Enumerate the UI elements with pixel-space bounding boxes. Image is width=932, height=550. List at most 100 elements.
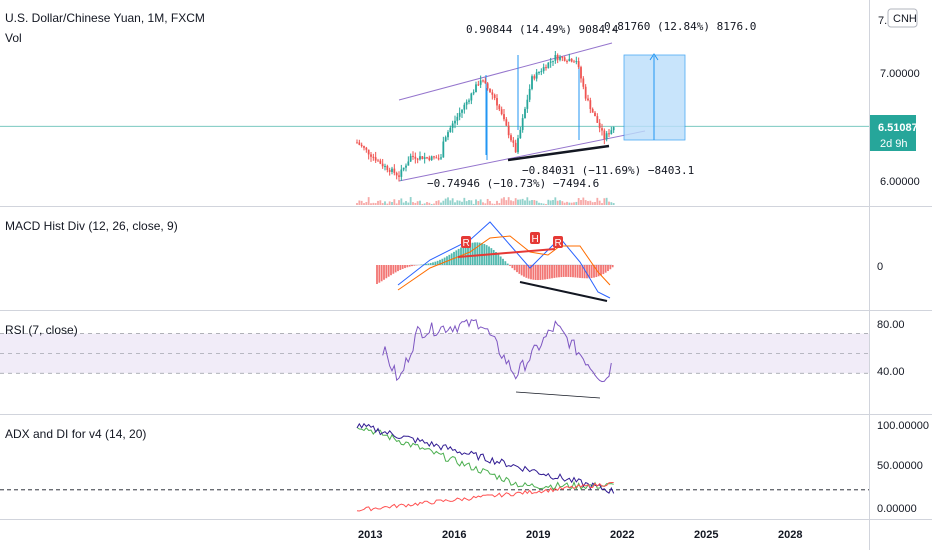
candle-body bbox=[414, 156, 417, 159]
candle-body bbox=[419, 156, 421, 160]
macd-histogram-bar bbox=[553, 265, 556, 278]
support-trendline bbox=[507, 144, 610, 162]
candle-body bbox=[484, 80, 487, 84]
volume-bar bbox=[514, 198, 517, 205]
volume-bar bbox=[414, 202, 417, 205]
candle-body bbox=[430, 156, 433, 161]
candle-body bbox=[568, 58, 571, 62]
macd-histogram-bar bbox=[385, 265, 388, 279]
volume-bar bbox=[540, 203, 543, 205]
macd-histogram-bar bbox=[602, 265, 605, 275]
candle-body bbox=[367, 149, 370, 155]
adx-tick: 100.00000 bbox=[877, 420, 929, 432]
candle-body bbox=[416, 158, 419, 160]
volume-bar bbox=[582, 197, 585, 205]
volume-bar bbox=[454, 202, 456, 205]
volume-bar bbox=[372, 202, 375, 205]
macd-histogram-bar bbox=[490, 248, 493, 265]
currency-badge[interactable]: CNH bbox=[887, 8, 918, 28]
candle-body bbox=[526, 99, 529, 109]
rsi-tick: 80.00 bbox=[877, 319, 905, 331]
divergence-marker-label: R bbox=[555, 238, 562, 249]
volume-bar bbox=[566, 201, 568, 205]
candle-body bbox=[580, 67, 582, 79]
macd-histogram-bar bbox=[527, 265, 530, 279]
macd-histogram-bar bbox=[581, 265, 584, 279]
rsi-pane[interactable] bbox=[0, 318, 869, 399]
candle-body bbox=[503, 114, 505, 120]
volume-bar bbox=[405, 201, 407, 205]
divergence-line bbox=[519, 281, 608, 302]
price-tick: 6.00000 bbox=[880, 176, 920, 188]
projection-arrowhead bbox=[649, 53, 659, 61]
macd-histogram-bar bbox=[488, 246, 490, 265]
candle-body bbox=[363, 146, 365, 148]
chart-title: U.S. Dollar/Chinese Yuan, 1M, FXCM bbox=[5, 11, 205, 25]
candle-body bbox=[559, 56, 561, 60]
candle-body bbox=[463, 104, 466, 110]
macd-histogram-bar bbox=[478, 242, 481, 265]
volume-bar bbox=[433, 203, 435, 205]
candle-body bbox=[608, 133, 610, 135]
candle-body bbox=[458, 112, 461, 117]
volume-bar bbox=[412, 202, 414, 205]
candle-body bbox=[589, 100, 592, 110]
macd-histogram-bar bbox=[604, 265, 607, 273]
macd-histogram-bar bbox=[520, 265, 523, 276]
volume-bar bbox=[591, 202, 594, 205]
candle-body bbox=[489, 88, 491, 93]
volume-bar bbox=[393, 199, 396, 205]
volume-bar bbox=[570, 202, 573, 205]
candle-body bbox=[456, 116, 459, 121]
candle-body bbox=[461, 109, 463, 113]
volume-bar bbox=[573, 202, 575, 205]
volume-bar bbox=[367, 197, 370, 205]
macd-histogram-bar bbox=[539, 265, 542, 280]
candle-body bbox=[377, 160, 379, 162]
candle-body bbox=[507, 125, 510, 136]
measure-label-3: −0.74946 (−10.73%) −7494.6 bbox=[427, 177, 599, 190]
macd-histogram-bar bbox=[511, 265, 514, 269]
price-tick: 7.00000 bbox=[880, 68, 920, 80]
macd-histogram-bar bbox=[565, 265, 567, 277]
candle-body bbox=[603, 130, 606, 140]
candle-body bbox=[563, 57, 566, 61]
macd-histogram-bar bbox=[590, 265, 593, 278]
candle-body bbox=[552, 60, 554, 62]
adx-pane[interactable] bbox=[0, 422, 869, 512]
di-plus-line bbox=[356, 426, 614, 491]
macd-histogram-bar bbox=[560, 265, 563, 278]
macd-histogram-bar bbox=[530, 265, 532, 280]
divergence-marker bbox=[461, 236, 471, 248]
volume-bar bbox=[416, 201, 419, 205]
candle-body bbox=[591, 109, 594, 113]
candle-body bbox=[433, 156, 435, 158]
candle-body bbox=[531, 76, 533, 89]
candle-body bbox=[510, 135, 512, 141]
macd-histogram-bar bbox=[432, 262, 434, 265]
candle-body bbox=[386, 165, 389, 170]
macd-histogram-bar bbox=[537, 265, 539, 281]
candle-body bbox=[356, 142, 358, 144]
candle-body bbox=[498, 105, 501, 110]
volume-bar bbox=[528, 200, 531, 205]
candle-body bbox=[493, 94, 496, 99]
volume-bar bbox=[542, 203, 545, 205]
volume-bar bbox=[605, 197, 608, 205]
candle-body bbox=[517, 138, 519, 153]
volume-bar bbox=[384, 201, 386, 205]
candle-body bbox=[587, 98, 589, 101]
volume-bar bbox=[526, 197, 529, 205]
price-pane[interactable] bbox=[0, 42, 869, 205]
volume-bar bbox=[440, 202, 442, 205]
time-tick: 2022 bbox=[610, 529, 634, 541]
macd-histogram-bar bbox=[471, 242, 474, 265]
rsi-divergence-line bbox=[515, 391, 601, 399]
volume-bar bbox=[598, 200, 601, 205]
price-tick-top: 7. bbox=[878, 15, 887, 27]
macd-histogram-bar bbox=[588, 265, 591, 279]
macd-histogram-bar bbox=[574, 265, 577, 278]
candle-body bbox=[533, 76, 536, 79]
candle-body bbox=[554, 55, 557, 61]
